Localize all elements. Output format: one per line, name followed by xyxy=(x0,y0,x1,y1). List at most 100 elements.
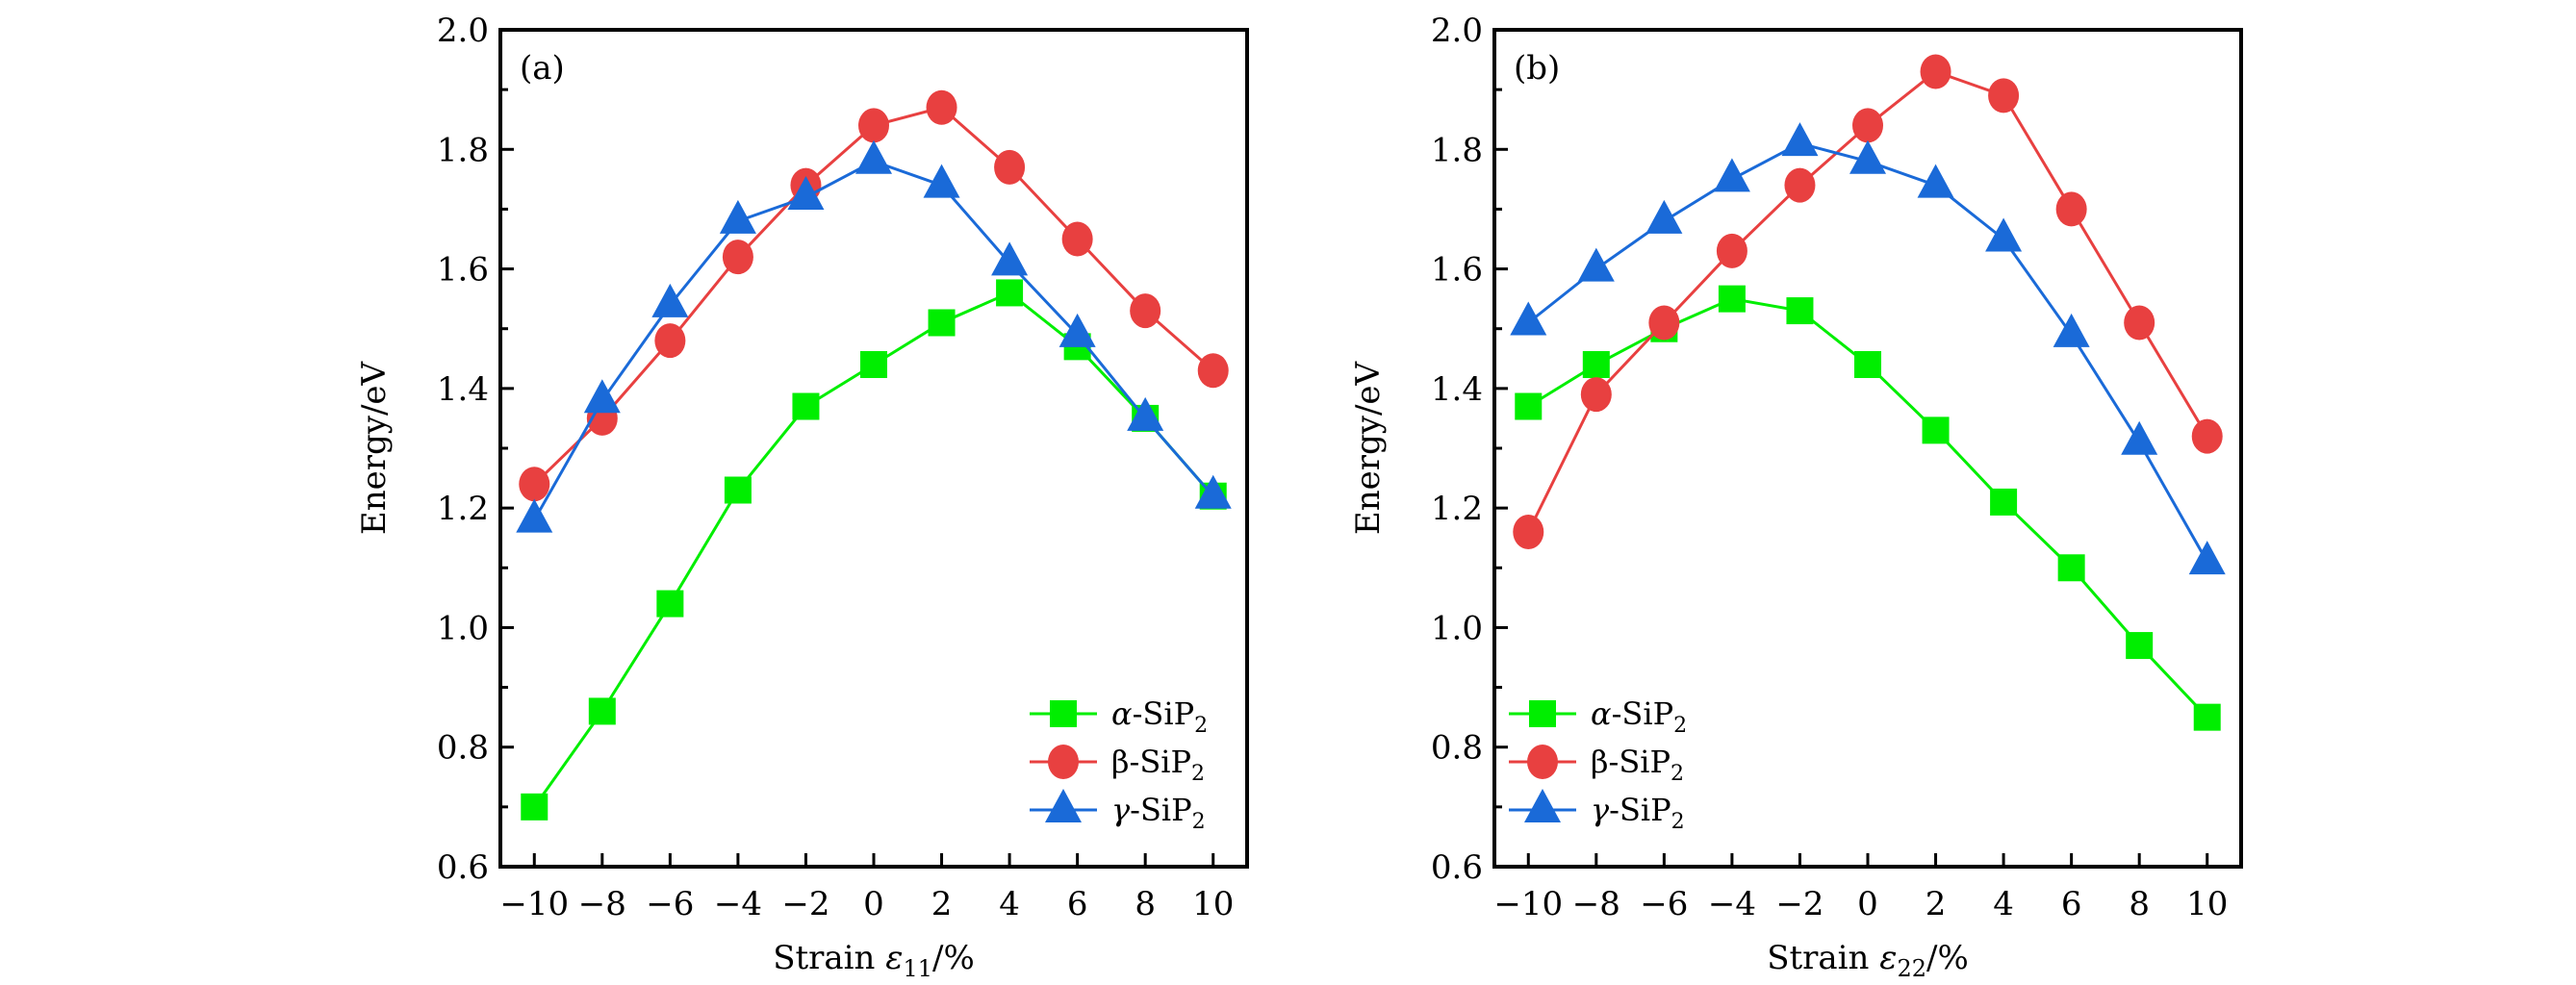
data-point-beta xyxy=(1197,353,1229,389)
data-point-beta xyxy=(1784,167,1816,203)
x-tick-label: 8 xyxy=(1135,885,1156,923)
data-point-gamma xyxy=(923,164,960,198)
x-tick-label: −4 xyxy=(714,885,762,923)
y-tick-label: 1.8 xyxy=(437,131,489,169)
legend-label-base: -SiP xyxy=(1130,792,1192,828)
data-point-alpha xyxy=(656,590,684,618)
y-tick-label: 1.8 xyxy=(1431,131,1483,169)
data-point-alpha xyxy=(2126,632,2154,660)
data-point-gamma xyxy=(1194,474,1232,509)
legend-label-subscript: 2 xyxy=(1673,714,1687,738)
legend-label-subscript: 2 xyxy=(1192,810,1206,834)
legend-label-base: -SiP xyxy=(1609,792,1671,828)
x-axis-title: Strain ε11/% xyxy=(773,939,975,982)
data-point-beta xyxy=(994,149,1026,185)
data-point-beta xyxy=(1988,78,2020,114)
series-line-gamma xyxy=(532,160,1214,521)
data-point-alpha xyxy=(1718,285,1746,313)
data-point-beta xyxy=(1130,293,1161,329)
legend-marker-gamma xyxy=(1524,789,1561,822)
x-tick-label: −10 xyxy=(499,885,569,923)
legend-label-greek: β xyxy=(1111,744,1130,780)
x-tick-label: −6 xyxy=(646,885,694,923)
x-axis-title-suffix: /% xyxy=(932,939,975,977)
y-tick-label: 0.6 xyxy=(437,848,489,887)
data-point-alpha xyxy=(2057,554,2085,582)
data-point-beta xyxy=(1580,377,1612,413)
legend-label-greek: γ xyxy=(1591,792,1610,828)
y-tick-label: 2.0 xyxy=(437,12,489,50)
x-tick-label: −8 xyxy=(578,885,626,923)
x-axis-title: Strain ε22/% xyxy=(1767,939,1969,982)
x-tick-label: 4 xyxy=(999,885,1020,923)
panel-b: 0.6 0.8 1.0 1.2 1.4 1.6 1.8 2.0 −10 −8 −6 −4 −2 0 2 4 6 8… xyxy=(1349,12,2243,982)
y-tick-label: 1.6 xyxy=(1431,251,1483,290)
x-tick-label: 6 xyxy=(1067,885,1088,923)
data-point-gamma xyxy=(583,379,621,414)
data-point-alpha xyxy=(860,351,887,378)
legend-label-base: -SiP xyxy=(1133,695,1195,732)
x-tick-label: 2 xyxy=(931,885,953,923)
x-tick-label: 4 xyxy=(1993,885,2014,923)
legend-label-base: -SiP xyxy=(1609,744,1671,780)
data-point-beta xyxy=(2124,305,2155,341)
data-point-gamma xyxy=(1577,247,1615,282)
series-group xyxy=(516,89,1232,821)
data-point-beta xyxy=(858,108,889,143)
y-tick-label: 1.2 xyxy=(437,490,489,528)
legend-label-alpha: α-SiP2 xyxy=(1591,695,1687,738)
y-tick-label: 1.6 xyxy=(437,251,489,290)
data-point-beta xyxy=(1852,108,1883,143)
legend-label-greek: α xyxy=(1591,695,1612,732)
data-point-beta xyxy=(654,323,686,359)
data-point-gamma xyxy=(1058,313,1096,347)
x-tick-label: −2 xyxy=(781,885,829,923)
y-axis-title: Energy/eV xyxy=(355,360,394,535)
legend-label-greek: β xyxy=(1591,744,1609,780)
data-point-alpha xyxy=(1990,488,2018,516)
data-point-gamma xyxy=(516,498,553,533)
legend-label-subscript: 2 xyxy=(1671,810,1685,834)
data-point-beta xyxy=(519,467,550,502)
legend-label-beta: β-SiP2 xyxy=(1111,744,1205,786)
data-point-alpha xyxy=(1515,392,1543,420)
data-point-alpha xyxy=(792,392,820,420)
legend-label-subscript: 2 xyxy=(1671,762,1684,786)
data-point-beta xyxy=(1716,233,1747,268)
panel-a: 0.6 0.8 1.0 1.2 1.4 1.6 1.8 2.0 −10 −8 −6 −4 −2 0 2 4 6 8… xyxy=(355,12,1249,982)
legend-marker-beta xyxy=(1527,745,1558,779)
data-point-gamma xyxy=(1510,301,1547,336)
x-axis-title-subscript: 22 xyxy=(1898,955,1927,982)
data-point-beta xyxy=(2055,191,2087,227)
x-tick-label: 2 xyxy=(1926,885,1947,923)
legend-label-greek: γ xyxy=(1111,792,1131,828)
data-point-beta xyxy=(722,240,753,275)
y-tick-label: 2.0 xyxy=(1431,12,1483,50)
data-point-beta xyxy=(1920,54,1951,89)
x-axis-title-suffix: /% xyxy=(1926,939,1969,977)
data-point-gamma xyxy=(1645,199,1683,234)
data-point-gamma xyxy=(2188,541,2226,575)
x-axis-title-subscript: 11 xyxy=(904,955,933,982)
x-tick-label: 10 xyxy=(1192,885,1234,923)
legend-marker-beta xyxy=(1048,745,1079,779)
panel-label: (a) xyxy=(520,49,565,88)
data-point-gamma xyxy=(1713,158,1750,192)
x-tick-label: −2 xyxy=(1775,885,1824,923)
data-point-gamma xyxy=(1985,217,2023,252)
x-axis-title-prefix: Strain xyxy=(1767,939,1879,977)
legend-label-base: -SiP xyxy=(1612,695,1674,732)
data-point-beta xyxy=(1648,305,1680,341)
x-tick-label: 10 xyxy=(2186,885,2228,923)
data-point-gamma xyxy=(2053,313,2090,347)
y-tick-label: 1.4 xyxy=(437,370,489,409)
data-point-alpha xyxy=(724,476,752,504)
y-tick-label: 0.6 xyxy=(1431,848,1483,887)
legend-label-base: -SiP xyxy=(1130,744,1192,780)
x-tick-label: 6 xyxy=(2061,885,2082,923)
x-tick-label: −4 xyxy=(1708,885,1756,923)
legend-marker-alpha xyxy=(1529,700,1556,727)
data-point-beta xyxy=(926,89,957,125)
